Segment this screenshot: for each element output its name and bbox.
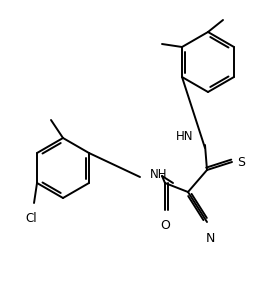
Text: HN: HN xyxy=(175,130,193,143)
Text: Cl: Cl xyxy=(25,212,37,225)
Text: O: O xyxy=(160,219,170,232)
Text: N: N xyxy=(205,232,215,245)
Text: NH: NH xyxy=(150,168,167,181)
Text: S: S xyxy=(237,156,245,170)
